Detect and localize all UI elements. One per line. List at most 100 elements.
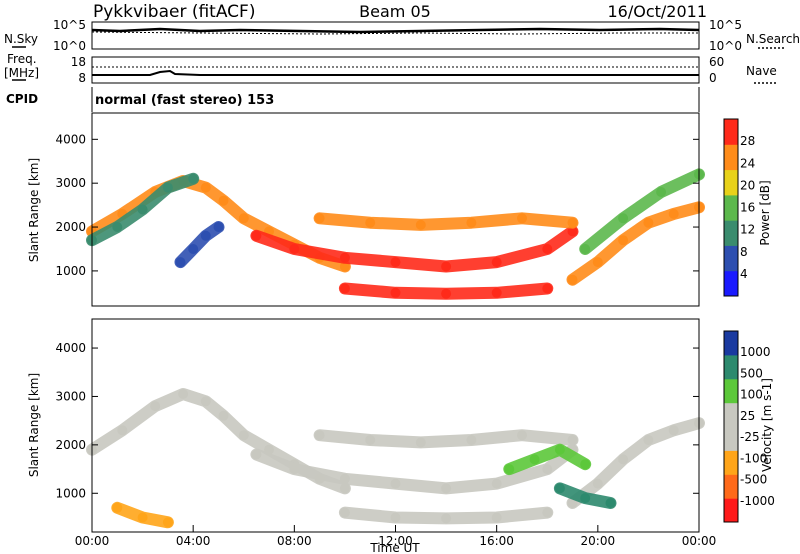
velocity-band-2-point [466,435,477,445]
power-band-6-point [656,187,667,197]
velocity-colorbar-frame [723,330,739,523]
velocity-colorbar-tick-label: 100 [740,388,763,402]
velocity-colorbar-tick-label: 1000 [740,345,771,359]
beam-title: Beam 05 [359,2,431,21]
velocity-band-1-point [441,483,452,494]
power-band-3-point [466,217,477,228]
velocity-band-4-point [592,478,603,489]
power-ylabel: Slant Range [km] [27,158,41,262]
velocity-band-3-point [542,507,553,518]
nave-ytick-bottom: 0 [709,71,717,85]
velocity-band-2-point [314,430,325,441]
xtick-label: 04:00 [176,534,211,548]
power-ytick-label: 3000 [55,176,86,190]
velocity-band-0-point [178,389,189,399]
velocity-band-0-point [339,483,350,494]
velocity-band-5-point [554,483,565,494]
power-band-2-point [441,261,452,272]
power-colorbar-swatch [724,119,738,145]
velocity-band-5-point [605,498,616,508]
power-band-7-point [188,244,199,254]
velocity-colorbar-swatch [724,402,738,427]
freq-strip: Freq. [MHz] 18 8 60 0 Nave [4,52,777,85]
nsky-label: N.Sky [4,32,38,46]
velocity-band-2-point [365,435,376,445]
velocity-colorbar-tick-label: -1000 [740,494,775,508]
power-band-3-point [567,217,578,228]
power-colorbar-swatch [724,169,738,196]
velocity-ytick-label: 3000 [55,389,86,403]
power-band-2-point [390,257,401,268]
velocity-band-1-point [491,478,502,489]
xtick-label: 12:00 [378,534,413,548]
velocity-colorbar-swatch [724,378,738,404]
velocity-band-7-point [162,517,173,528]
freq-ytick-top: 18 [71,55,86,69]
velocity-band-1-point [390,478,401,489]
velocity-colorbar-swatch [724,450,738,475]
velocity-colorbar-label: Velocity [m s-1] [760,378,774,472]
velocity-colorbar-swatch [724,498,738,523]
power-band-3-point [517,213,527,224]
velocity-colorbar-tick-label: -500 [740,473,767,487]
velocity-ytick-label: 1000 [55,486,86,500]
velocity-colorbar-swatch [724,426,738,451]
cpid-label: CPID [6,92,38,106]
nsearch-label: N.Search [746,32,800,46]
power-band-2-point [339,252,350,263]
power-band-7-point [213,222,224,232]
power-band-1-point [162,182,173,193]
xtick-label: 00:00 [682,534,717,548]
power-band-6 [579,168,705,255]
nsearch-line [91,31,699,35]
power-band-4-point [339,283,350,294]
power-band-5-point [592,257,603,268]
velocity-band-0-point [117,425,128,436]
velocity-band-0-point [238,430,249,441]
cpid-text: normal (fast stereo) 153 [95,93,274,108]
power-colorbar-tick-label: 8 [740,245,748,259]
nsearch-ytick-bottom: 10^0 [709,39,742,53]
power-band-0-point [238,213,249,224]
power-band-7-point [200,230,211,241]
velocity-band-6-point [529,454,540,465]
cpid-strip: CPID normal (fast stereo) 153 [6,87,700,112]
nsky-plot-frame [91,21,700,50]
velocity-ylabel: Slant Range [km] [27,373,41,477]
power-ytick-label: 2000 [55,220,86,234]
velocity-band-4-point [618,454,629,465]
power-band-4-point [441,288,452,299]
velocity-band-6-point [554,444,565,455]
power-colorbar-frame [723,118,739,297]
velocity-colorbar-tick-label: -100 [740,451,767,465]
power-colorbar-tick-label: 16 [740,201,755,215]
power-colorbar-swatch [724,220,738,246]
power-band-6-point [580,244,591,254]
velocity-band-1-point [251,449,262,460]
power-band-5-point [618,235,629,246]
velocity-band-2 [313,429,579,449]
power-panel: 1000 2000 3000 4000 Slant Range [km] 4 8 12 16… [27,112,772,307]
velocity-band-3-point [491,512,502,523]
velocity-colorbar-swatch [724,474,738,499]
nsky-ytick-bottom: 10^0 [53,39,86,53]
velocity-colorbar-swatch [724,354,738,380]
power-band-1-point [188,173,199,184]
power-colorbar-tick-label: 24 [740,156,755,170]
freq-plot-frame [91,56,700,84]
nsearch-ytick-top: 10^5 [709,18,742,32]
velocity-band-3-point [339,507,350,518]
power-band-4-point [491,287,502,298]
station-title: Pykkvibaer (fitACF) [93,2,255,22]
x-axis-label: Time UT [369,541,420,554]
power-data-layer [86,168,705,300]
nsky-ytick-top: 10^5 [53,18,86,32]
freq-line [92,69,699,76]
power-band-1-point [112,222,123,232]
power-band-2 [250,225,579,273]
velocity-band-1-point [289,464,300,475]
velocity-band-2-point [415,437,426,448]
freq-label-line2: [MHz] [4,66,39,80]
power-band-2-point [289,244,300,254]
